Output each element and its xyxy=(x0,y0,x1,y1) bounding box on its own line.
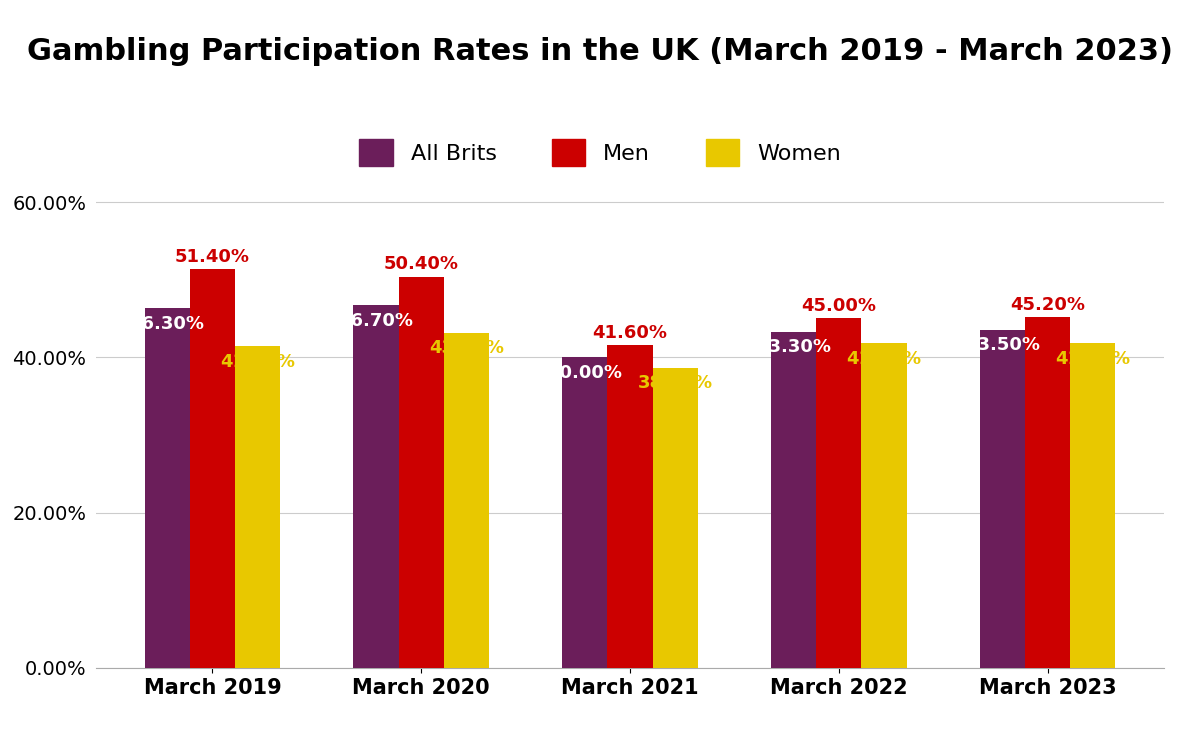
Text: Gambling Participation Rates in the UK (March 2019 - March 2023): Gambling Participation Rates in the UK (… xyxy=(28,37,1174,67)
Text: 43.30%: 43.30% xyxy=(756,338,832,356)
Bar xyxy=(190,269,235,668)
Bar xyxy=(607,345,653,668)
Text: 51.40%: 51.40% xyxy=(175,248,250,266)
Text: 43.10%: 43.10% xyxy=(428,339,504,358)
Text: 41.60%: 41.60% xyxy=(593,324,667,342)
Bar xyxy=(444,333,490,668)
Text: 41.40%: 41.40% xyxy=(220,352,295,371)
Bar xyxy=(979,330,1025,668)
Text: 50.40%: 50.40% xyxy=(384,255,458,274)
Bar xyxy=(144,309,190,668)
Text: 43.50%: 43.50% xyxy=(965,336,1040,355)
Text: 45.00%: 45.00% xyxy=(802,298,876,315)
Legend: All Brits, Men, Women: All Brits, Men, Women xyxy=(350,130,850,174)
Bar xyxy=(770,332,816,668)
Text: 46.30%: 46.30% xyxy=(130,315,205,332)
Bar xyxy=(862,344,907,668)
Text: 46.70%: 46.70% xyxy=(338,312,414,329)
Bar xyxy=(235,347,281,668)
Bar xyxy=(398,277,444,668)
Text: 40.00%: 40.00% xyxy=(547,364,623,381)
Bar xyxy=(653,368,698,668)
Text: 38.60%: 38.60% xyxy=(637,375,713,393)
Bar xyxy=(816,318,862,668)
Text: 45.20%: 45.20% xyxy=(1010,296,1085,314)
Bar xyxy=(1070,344,1116,668)
Text: 41.80%: 41.80% xyxy=(846,349,922,367)
Bar xyxy=(562,358,607,668)
Text: 41.80%: 41.80% xyxy=(1055,349,1130,367)
Bar xyxy=(353,305,398,668)
Bar xyxy=(1025,317,1070,668)
